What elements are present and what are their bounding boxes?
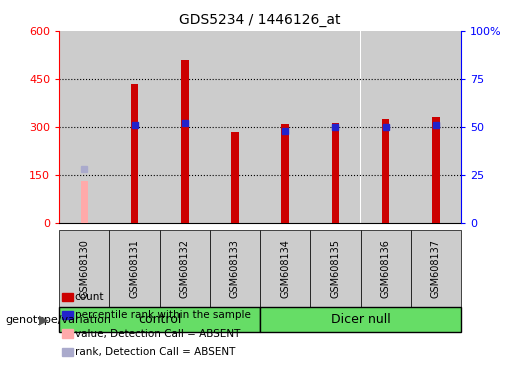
- Text: count: count: [75, 292, 104, 302]
- Text: GSM608136: GSM608136: [381, 239, 390, 298]
- Text: ▶: ▶: [39, 313, 48, 326]
- Text: GSM608137: GSM608137: [431, 239, 441, 298]
- Text: rank, Detection Call = ABSENT: rank, Detection Call = ABSENT: [75, 347, 235, 357]
- Bar: [109, 31, 160, 223]
- Bar: [80, 181, 88, 223]
- Bar: [360, 31, 410, 223]
- Text: GSM608130: GSM608130: [79, 239, 89, 298]
- Bar: [432, 117, 440, 223]
- Bar: [281, 124, 289, 223]
- Bar: [382, 119, 389, 223]
- Bar: [231, 131, 239, 223]
- Text: control: control: [138, 313, 181, 326]
- Bar: [160, 31, 210, 223]
- Bar: [131, 84, 139, 223]
- Bar: [210, 31, 260, 223]
- Text: percentile rank within the sample: percentile rank within the sample: [75, 310, 251, 320]
- Bar: [181, 60, 188, 223]
- Text: Dicer null: Dicer null: [331, 313, 390, 326]
- Text: GSM608131: GSM608131: [130, 239, 140, 298]
- Text: GSM608135: GSM608135: [331, 239, 340, 298]
- Text: genotype/variation: genotype/variation: [5, 314, 111, 325]
- Bar: [59, 31, 109, 223]
- Bar: [332, 122, 339, 223]
- Text: GSM608132: GSM608132: [180, 239, 190, 298]
- Title: GDS5234 / 1446126_at: GDS5234 / 1446126_at: [179, 13, 341, 27]
- Text: GSM608133: GSM608133: [230, 239, 240, 298]
- Bar: [260, 31, 310, 223]
- Text: value, Detection Call = ABSENT: value, Detection Call = ABSENT: [75, 329, 240, 339]
- Bar: [310, 31, 360, 223]
- Bar: [410, 31, 461, 223]
- Text: GSM608134: GSM608134: [280, 239, 290, 298]
